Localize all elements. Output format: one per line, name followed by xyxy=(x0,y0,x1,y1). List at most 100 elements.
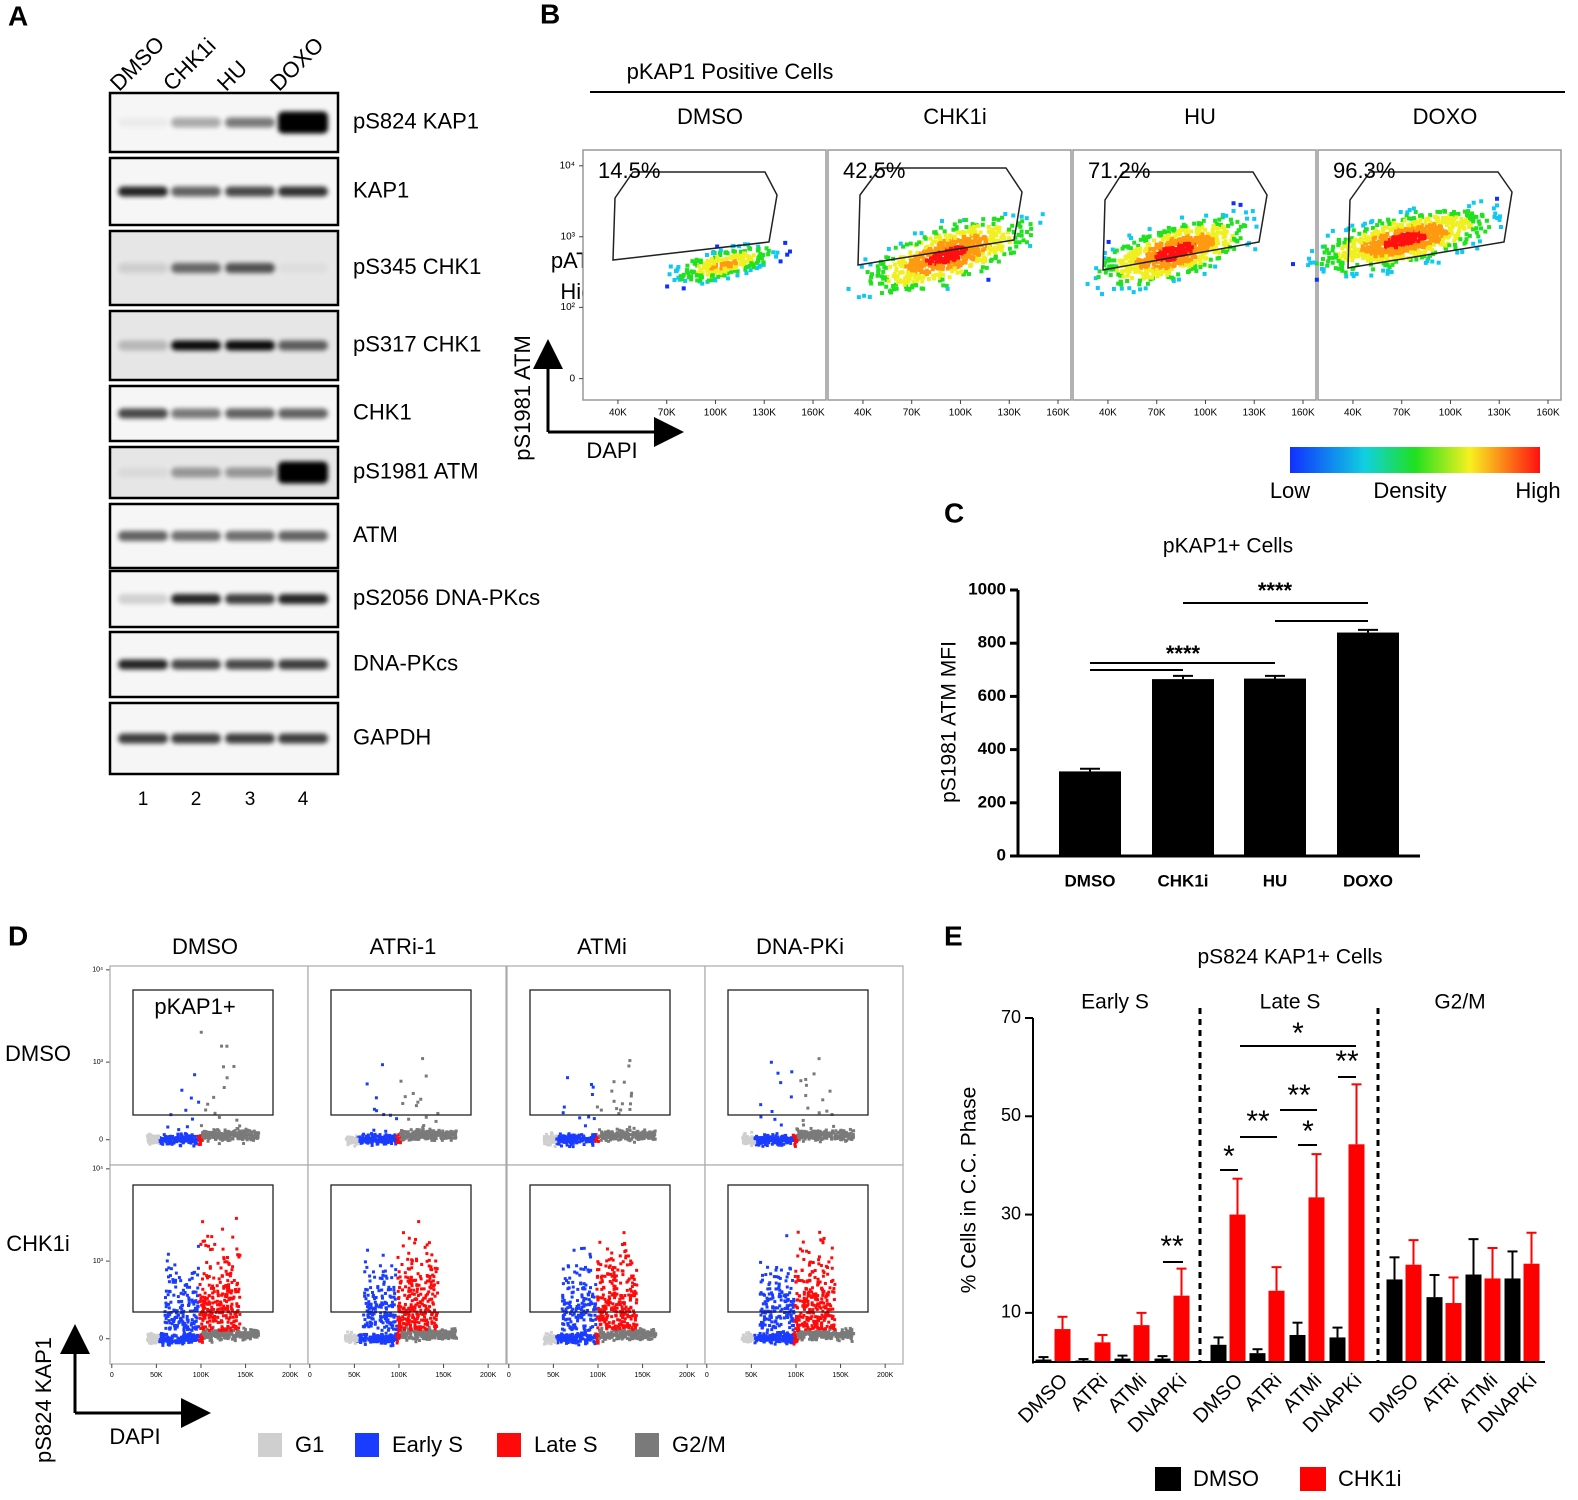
row-label: DMSO xyxy=(5,1041,71,1066)
cell-dot xyxy=(242,1326,246,1330)
cell-dot xyxy=(1467,213,1472,218)
cell-dot xyxy=(770,1135,774,1139)
cell-dot xyxy=(1362,221,1367,226)
cell-dot xyxy=(919,270,924,275)
blot-band xyxy=(225,117,275,128)
cell-dot xyxy=(1128,246,1133,251)
x-tick-label: 40K xyxy=(1344,408,1362,419)
cell-dot xyxy=(1215,249,1220,254)
cell-dot xyxy=(206,1139,210,1143)
cell-dot xyxy=(804,1094,808,1098)
cell-dot xyxy=(1408,244,1413,249)
cell-dot xyxy=(225,1136,229,1140)
cell-dot xyxy=(207,1133,211,1137)
cell-dot xyxy=(212,1133,216,1137)
cell-dot xyxy=(1131,290,1136,295)
cell-dot xyxy=(1384,256,1389,261)
cell-dot xyxy=(403,1095,407,1099)
cell-dot xyxy=(991,231,996,236)
cell-dot xyxy=(904,264,909,269)
cell-dot xyxy=(1159,250,1164,255)
cell-dot xyxy=(177,1276,181,1280)
cell-dot xyxy=(189,1141,193,1145)
cell-dot xyxy=(1370,231,1375,236)
cell-dot xyxy=(1241,223,1246,228)
cell-dot xyxy=(1114,264,1119,269)
cell-dot xyxy=(396,1137,400,1141)
cell-dot xyxy=(975,234,980,239)
cell-dot xyxy=(1013,235,1018,240)
cell-dot xyxy=(829,1133,833,1137)
cell-dot xyxy=(1320,257,1325,262)
blot-band xyxy=(225,340,275,351)
cell-dot xyxy=(1011,230,1016,235)
cell-dot xyxy=(437,1133,441,1137)
cell-dot xyxy=(917,265,922,270)
blot-band xyxy=(171,340,221,351)
cell-dot xyxy=(886,247,891,252)
cell-dot xyxy=(578,1116,582,1120)
cell-dot xyxy=(1171,264,1176,269)
cell-dot xyxy=(447,1134,451,1138)
cell-dot xyxy=(1385,225,1390,230)
x-tick-label: 160K xyxy=(1046,408,1070,419)
cell-dot xyxy=(590,1140,594,1144)
cell-dot xyxy=(624,1137,628,1141)
cell-dot xyxy=(1471,241,1476,246)
cell-dot xyxy=(1407,240,1412,245)
cell-dot xyxy=(574,1135,578,1139)
cell-dot xyxy=(196,1273,200,1277)
cell-dot xyxy=(916,274,921,279)
cell-dot xyxy=(1198,243,1203,248)
cell-dot xyxy=(375,1109,379,1113)
cell-dot xyxy=(215,1334,219,1338)
cell-dot xyxy=(1229,238,1234,243)
blot-band xyxy=(118,467,168,478)
cell-dot xyxy=(1342,244,1347,249)
cell-dot xyxy=(252,1135,256,1139)
cell-dot xyxy=(991,217,996,222)
cell-dot xyxy=(1448,228,1453,233)
cell-dot xyxy=(600,1133,604,1137)
cell-dot xyxy=(557,1134,561,1138)
cell-dot xyxy=(920,260,925,265)
blot-row-label: pS317 CHK1 xyxy=(353,331,481,356)
cell-dot xyxy=(1415,241,1420,246)
cell-dot xyxy=(238,1135,242,1139)
cell-dot xyxy=(826,1134,830,1138)
cell-dot xyxy=(348,1141,352,1145)
cell-dot xyxy=(631,1130,635,1134)
cell-dot xyxy=(149,1141,153,1145)
cell-dot xyxy=(962,235,967,240)
cell-dot xyxy=(1158,265,1163,270)
cell-dot xyxy=(164,1289,168,1293)
cell-dot xyxy=(1185,259,1190,264)
cell-dot xyxy=(235,1127,239,1131)
cell-dot xyxy=(847,1137,851,1141)
blot-band xyxy=(171,467,221,478)
cell-dot xyxy=(555,1137,559,1141)
cell-dot xyxy=(625,1130,629,1134)
cell-dot xyxy=(1198,240,1203,245)
cell-dot xyxy=(189,1323,193,1327)
cell-dot xyxy=(1165,237,1170,242)
cell-dot xyxy=(1102,256,1107,261)
cell-dot xyxy=(1182,235,1187,240)
cell-dot xyxy=(804,1135,808,1139)
cell-dot xyxy=(1124,262,1129,267)
cell-dot xyxy=(712,264,717,269)
cell-dot xyxy=(949,264,954,269)
cell-dot xyxy=(165,1259,169,1263)
cell-dot xyxy=(442,1131,446,1135)
cell-dot xyxy=(1426,256,1431,261)
cell-dot xyxy=(728,261,733,266)
cell-dot xyxy=(929,249,934,254)
cell-dot xyxy=(955,230,960,235)
cell-dot xyxy=(1368,245,1373,250)
cell-dot xyxy=(205,1131,209,1135)
cell-dot xyxy=(1146,262,1151,267)
x-tick-label: 160K xyxy=(801,408,825,419)
cell-dot xyxy=(604,1137,608,1141)
condition-label: DMSO xyxy=(677,104,743,129)
cell-dot xyxy=(938,225,943,230)
